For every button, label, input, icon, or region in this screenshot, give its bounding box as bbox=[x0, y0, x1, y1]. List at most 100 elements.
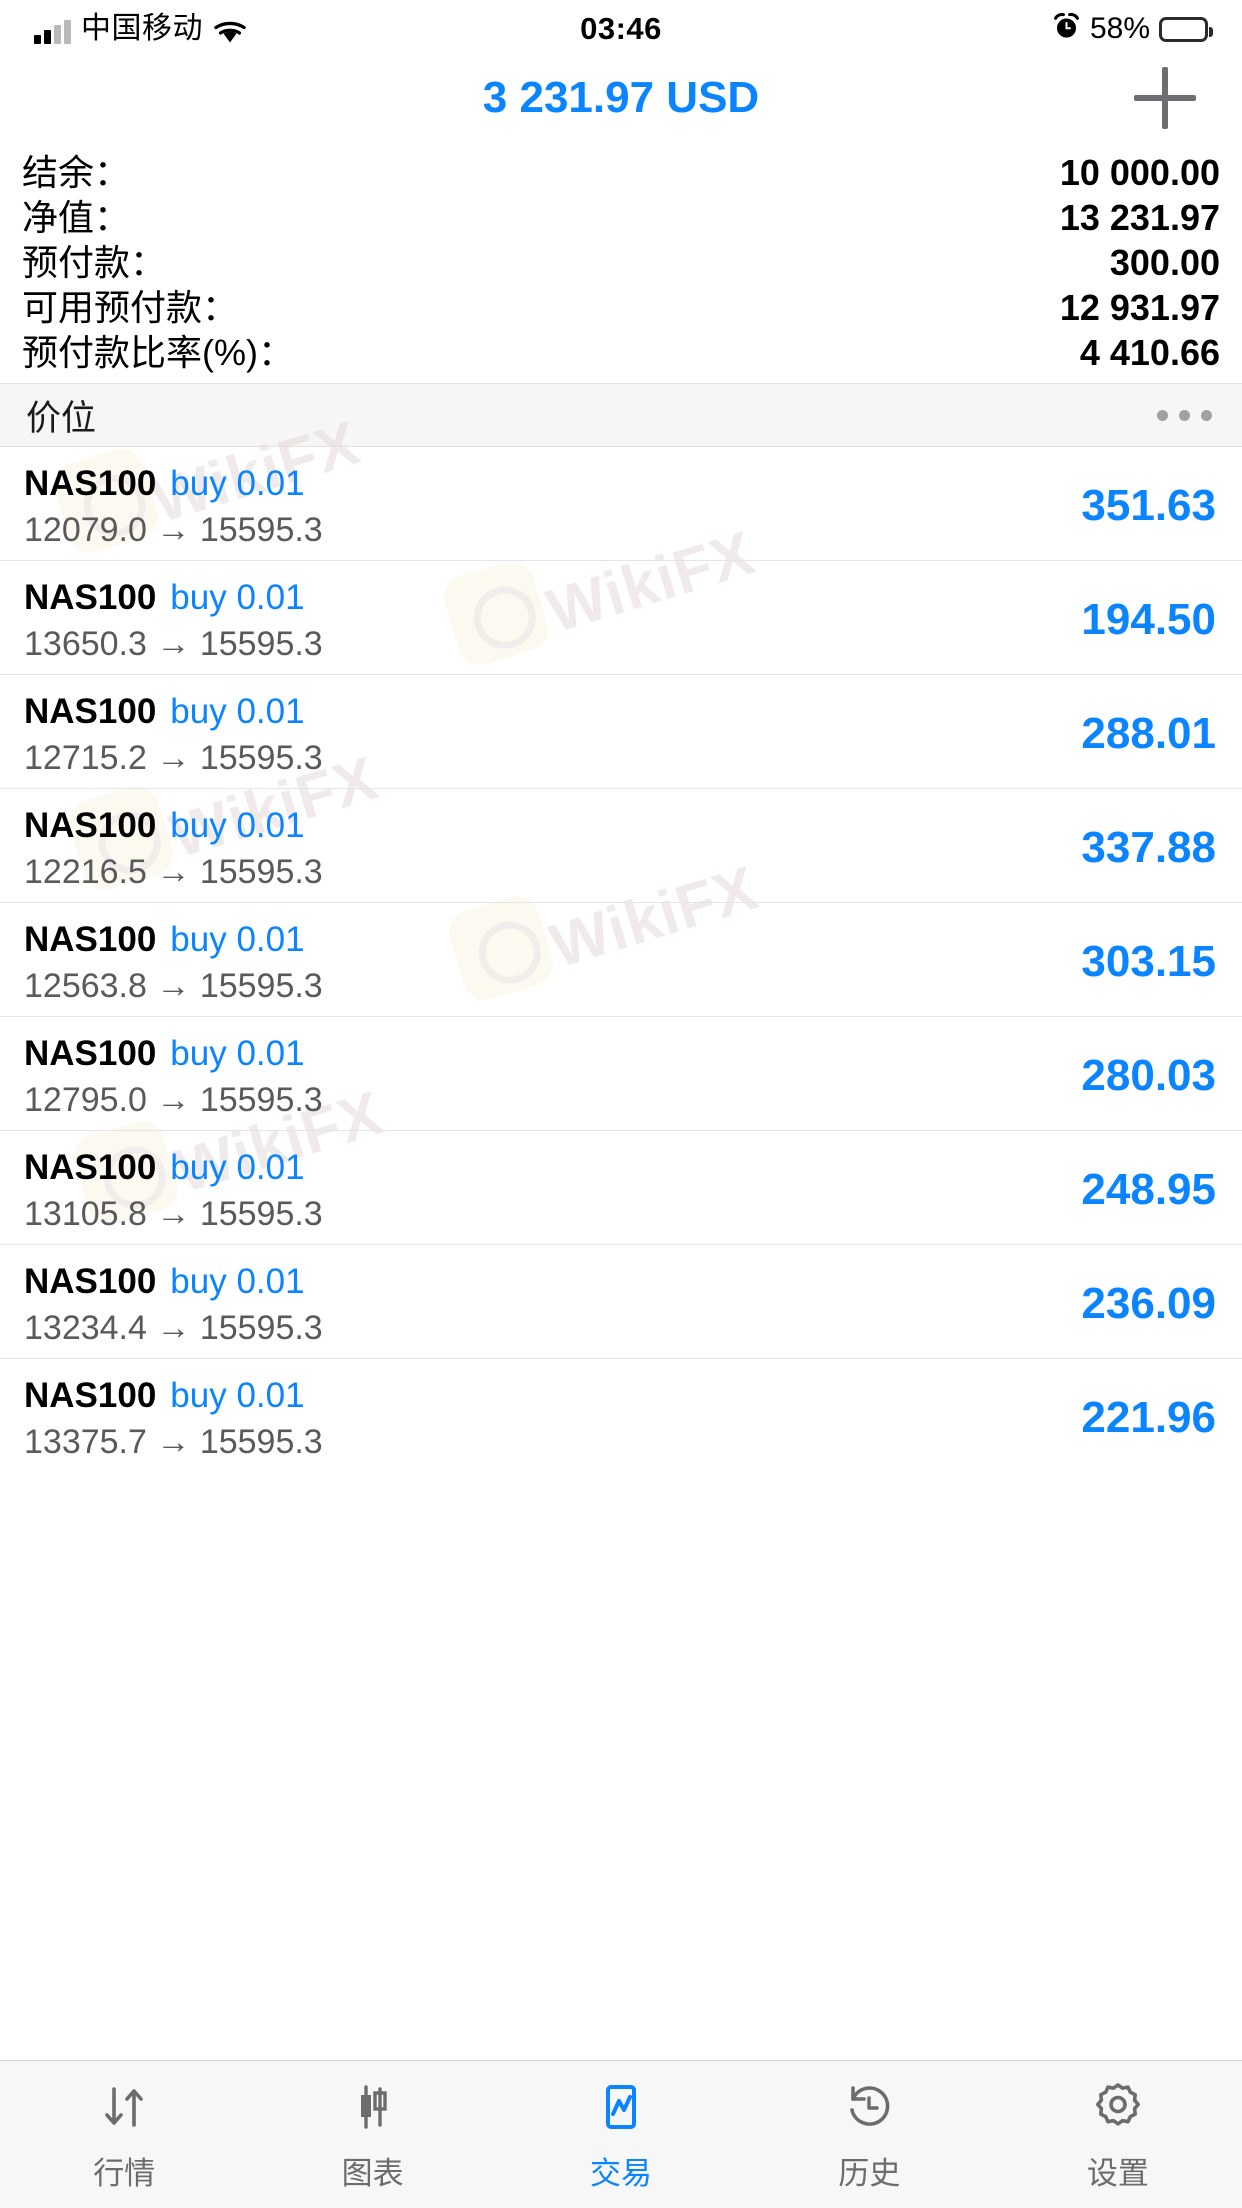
position-price-line: 13650.3 → 15595.3 bbox=[24, 621, 1218, 668]
position-open-price: 13234.4 bbox=[24, 1309, 147, 1347]
position-symbol: NAS100 bbox=[24, 464, 157, 503]
position-row[interactable]: NAS100 buy 0.01 12079.0 → 15595.3 351.63 bbox=[0, 447, 1242, 561]
position-profit: 303.15 bbox=[1081, 936, 1216, 986]
tab-label: 图表 bbox=[341, 2156, 404, 2191]
page-title: 3 231.97 USD bbox=[482, 73, 760, 122]
positions-list: WikiFX WikiFX WikiFX WikiFX WikiFX NAS10… bbox=[0, 408, 1242, 1473]
summary-value: 13 231.97 bbox=[1059, 197, 1220, 238]
status-bar: 中国移动 03:46 58% bbox=[0, 0, 1242, 58]
position-current-price: 15595.3 bbox=[199, 739, 323, 777]
position-side-volume: buy 0.01 bbox=[170, 464, 305, 503]
position-current-price: 15595.3 bbox=[199, 625, 323, 663]
position-current-price: 15595.3 bbox=[199, 1081, 323, 1119]
position-row[interactable]: NAS100 buy 0.01 13105.8 → 15595.3 248.95 bbox=[0, 1131, 1242, 1245]
position-profit: 221.96 bbox=[1081, 1393, 1216, 1442]
position-side-volume: buy 0.01 bbox=[170, 806, 305, 845]
summary-value: 10 000.00 bbox=[1059, 152, 1220, 193]
position-open-price: 12715.2 bbox=[24, 739, 147, 777]
position-current-price: 15595.3 bbox=[199, 511, 323, 549]
position-symbol: NAS100 bbox=[24, 1262, 157, 1301]
position-current-price: 15595.3 bbox=[199, 1309, 323, 1347]
summary-label: 结余： bbox=[22, 152, 131, 193]
arrow-right-icon: → bbox=[156, 511, 191, 549]
position-side-volume: buy 0.01 bbox=[170, 920, 305, 959]
position-open-price: 13650.3 bbox=[24, 625, 147, 663]
position-open-price: 13375.7 bbox=[24, 1423, 147, 1461]
summary-value: 4 410.66 bbox=[1079, 332, 1220, 373]
position-side-volume: buy 0.01 bbox=[170, 692, 305, 731]
more-options-icon[interactable] bbox=[1153, 398, 1216, 433]
position-price-line: 12715.2 → 15595.3 bbox=[24, 735, 1218, 782]
summary-row-margin-level: 预付款比率(%)： 4 410.66 bbox=[22, 324, 1220, 373]
position-side-volume: buy 0.01 bbox=[170, 578, 305, 617]
gear-icon bbox=[1090, 2076, 1146, 2138]
carrier-label: 中国移动 bbox=[81, 12, 203, 45]
status-bar-clock: 03:46 bbox=[580, 11, 662, 46]
position-row[interactable]: NAS100 buy 0.01 12715.2 → 15595.3 288.01 bbox=[0, 675, 1242, 789]
position-profit: 194.50 bbox=[1081, 594, 1216, 644]
wifi-icon bbox=[213, 18, 247, 44]
alarm-clock-icon bbox=[1052, 12, 1081, 46]
status-bar-left: 中国移动 bbox=[34, 14, 247, 44]
position-symbol: NAS100 bbox=[24, 1376, 157, 1415]
position-header-line: NAS100 buy 0.01 bbox=[24, 688, 1218, 735]
position-side-volume: buy 0.01 bbox=[170, 1148, 305, 1187]
tab-settings[interactable]: 设置 bbox=[994, 2076, 1242, 2193]
position-price-line: 13234.4 → 15595.3 bbox=[24, 1305, 1218, 1352]
battery-percent-label: 58% bbox=[1089, 12, 1150, 45]
summary-row-free-margin: 可用预付款： 12 931.97 bbox=[22, 279, 1220, 328]
arrow-right-icon: → bbox=[156, 1423, 191, 1461]
position-header-line: NAS100 buy 0.01 bbox=[24, 1144, 1218, 1191]
position-profit: 236.09 bbox=[1081, 1278, 1216, 1328]
tab-quotes[interactable]: 行情 bbox=[0, 2076, 248, 2193]
tab-trade[interactable]: 交易 bbox=[497, 2076, 745, 2193]
position-current-price: 15595.3 bbox=[199, 1195, 323, 1233]
position-symbol: NAS100 bbox=[24, 920, 157, 959]
position-open-price: 12563.8 bbox=[24, 967, 147, 1005]
position-profit: 337.88 bbox=[1081, 822, 1216, 872]
position-profit: 351.63 bbox=[1081, 480, 1216, 530]
position-header-line: NAS100 buy 0.01 bbox=[24, 460, 1218, 507]
summary-label: 可用预付款： bbox=[22, 287, 239, 328]
battery-icon bbox=[1159, 16, 1213, 42]
position-open-price: 12795.0 bbox=[24, 1081, 147, 1119]
position-header-line: NAS100 buy 0.01 bbox=[24, 1030, 1218, 1077]
position-row[interactable]: NAS100 buy 0.01 13234.4 → 15595.3 236.09 bbox=[0, 1245, 1242, 1359]
position-row[interactable]: NAS100 buy 0.01 13650.3 → 15595.3 194.50 bbox=[0, 561, 1242, 675]
position-open-price: 12079.0 bbox=[24, 511, 147, 549]
position-price-line: 13105.8 → 15595.3 bbox=[24, 1191, 1218, 1238]
history-clock-icon bbox=[841, 2076, 897, 2138]
position-header-line: NAS100 buy 0.01 bbox=[24, 574, 1218, 621]
summary-row-margin: 预付款： 300.00 bbox=[22, 234, 1220, 283]
tab-charts[interactable]: 图表 bbox=[248, 2076, 496, 2193]
tab-label: 设置 bbox=[1086, 2156, 1149, 2191]
position-side-volume: buy 0.01 bbox=[170, 1376, 305, 1415]
position-side-volume: buy 0.01 bbox=[170, 1034, 305, 1073]
position-header-line: NAS100 buy 0.01 bbox=[24, 802, 1218, 849]
position-header-line: NAS100 buy 0.01 bbox=[24, 916, 1218, 963]
tab-history[interactable]: 历史 bbox=[745, 2076, 993, 2193]
position-row[interactable]: NAS100 buy 0.01 12795.0 → 15595.3 280.03 bbox=[0, 1017, 1242, 1131]
summary-value: 300.00 bbox=[1109, 242, 1220, 283]
position-side-volume: buy 0.01 bbox=[170, 1262, 305, 1301]
arrow-right-icon: → bbox=[156, 853, 191, 891]
position-row[interactable]: NAS100 buy 0.01 12216.5 → 15595.3 337.88 bbox=[0, 789, 1242, 903]
position-price-line: 13375.7 → 15595.3 bbox=[24, 1419, 1218, 1466]
position-row[interactable]: NAS100 buy 0.01 12563.8 → 15595.3 303.15 bbox=[0, 903, 1242, 1017]
summary-value: 12 931.97 bbox=[1059, 287, 1220, 328]
position-open-price: 12216.5 bbox=[24, 853, 147, 891]
arrow-right-icon: → bbox=[156, 967, 191, 1005]
position-profit: 288.01 bbox=[1081, 708, 1216, 758]
position-price-line: 12216.5 → 15595.3 bbox=[24, 849, 1218, 896]
arrow-right-icon: → bbox=[156, 1081, 191, 1119]
bottom-tab-bar: 行情 图表 交易 bbox=[0, 2060, 1242, 2208]
position-row[interactable]: NAS100 buy 0.01 13375.7 → 15595.3 221.96 bbox=[0, 1359, 1242, 1473]
arrow-right-icon: → bbox=[156, 1195, 191, 1233]
arrow-right-icon: → bbox=[156, 739, 191, 777]
trade-phone-icon bbox=[593, 2076, 649, 2138]
position-symbol: NAS100 bbox=[24, 1034, 157, 1073]
position-current-price: 15595.3 bbox=[199, 853, 323, 891]
add-order-button[interactable] bbox=[1134, 67, 1196, 129]
arrow-right-icon: → bbox=[156, 625, 191, 663]
